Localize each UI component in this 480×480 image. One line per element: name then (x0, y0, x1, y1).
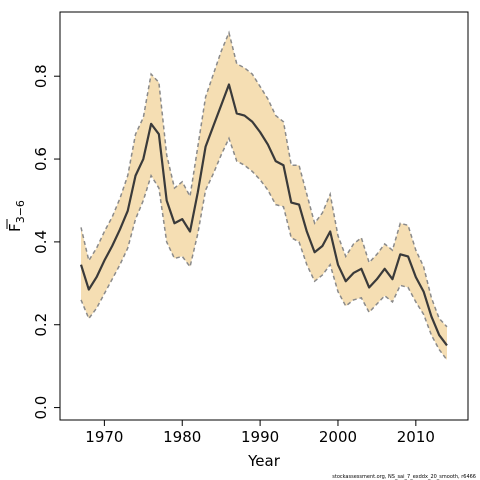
x-tick-label: 2010 (397, 428, 435, 446)
x-tick-label: 1980 (163, 428, 201, 446)
estimate-line-layer (79, 83, 448, 347)
x-tick-label: 2000 (319, 428, 357, 446)
confidence-band-layer (80, 30, 448, 361)
x-tick-label: 1970 (85, 428, 123, 446)
upper-bound-line (80, 30, 448, 328)
x-axis: 1970 1980 1990 2000 2010 (85, 420, 435, 446)
y-axis-title: F3−6 (6, 200, 27, 232)
y-axis-title-subscript: 3−6 (14, 200, 27, 223)
y-axis-title-main: F (6, 223, 24, 232)
y-tick-label: 0.0 (32, 396, 50, 420)
credit-text: stockassessment.org, NS_sai_7_exddx_20_s… (332, 474, 476, 480)
y-tick-label: 0.6 (32, 147, 50, 171)
y-tick-label: 0.8 (32, 64, 50, 88)
plot-frame (59, 11, 469, 421)
confidence-band (81, 32, 447, 360)
x-tick-label: 1990 (241, 428, 279, 446)
lower-bound-line (80, 136, 448, 361)
estimate-line (79, 83, 448, 347)
y-tick-label: 0.2 (32, 313, 50, 337)
x-axis-title: Year (247, 452, 281, 470)
y-tick-label: 0.4 (32, 230, 50, 254)
y-axis: 0.0 0.2 0.4 0.6 0.8 (32, 64, 60, 420)
